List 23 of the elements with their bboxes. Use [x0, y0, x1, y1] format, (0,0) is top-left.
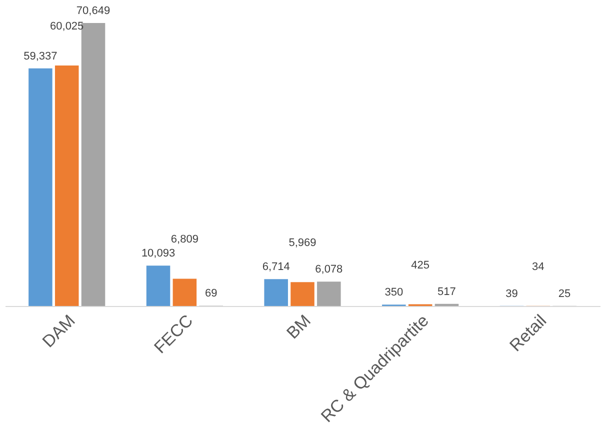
- data-label: 69: [204, 288, 218, 300]
- data-label: 6,809: [170, 234, 198, 246]
- data-label: 425: [411, 259, 430, 272]
- data-label: 6,714: [262, 261, 290, 274]
- bar: [146, 266, 170, 306]
- bar: [172, 278, 197, 306]
- bar: [264, 279, 288, 306]
- data-label: 34: [532, 260, 544, 273]
- bar: [317, 282, 341, 306]
- data-label: 5,969: [288, 237, 316, 250]
- data-label: 6,078: [315, 264, 343, 276]
- data-label: 70,649: [76, 5, 110, 17]
- data-label: 10,093: [141, 248, 176, 260]
- data-label: 350: [384, 286, 404, 299]
- bar: [54, 66, 79, 306]
- bar: [28, 68, 52, 306]
- x-tick-label: BM: [283, 311, 315, 343]
- data-label: 60,025: [50, 20, 84, 33]
- data-label: 517: [438, 286, 456, 298]
- data-label: 25: [558, 288, 571, 300]
- bar: [290, 282, 314, 306]
- data-label: 59,337: [24, 50, 58, 62]
- data-label: 39: [506, 288, 518, 300]
